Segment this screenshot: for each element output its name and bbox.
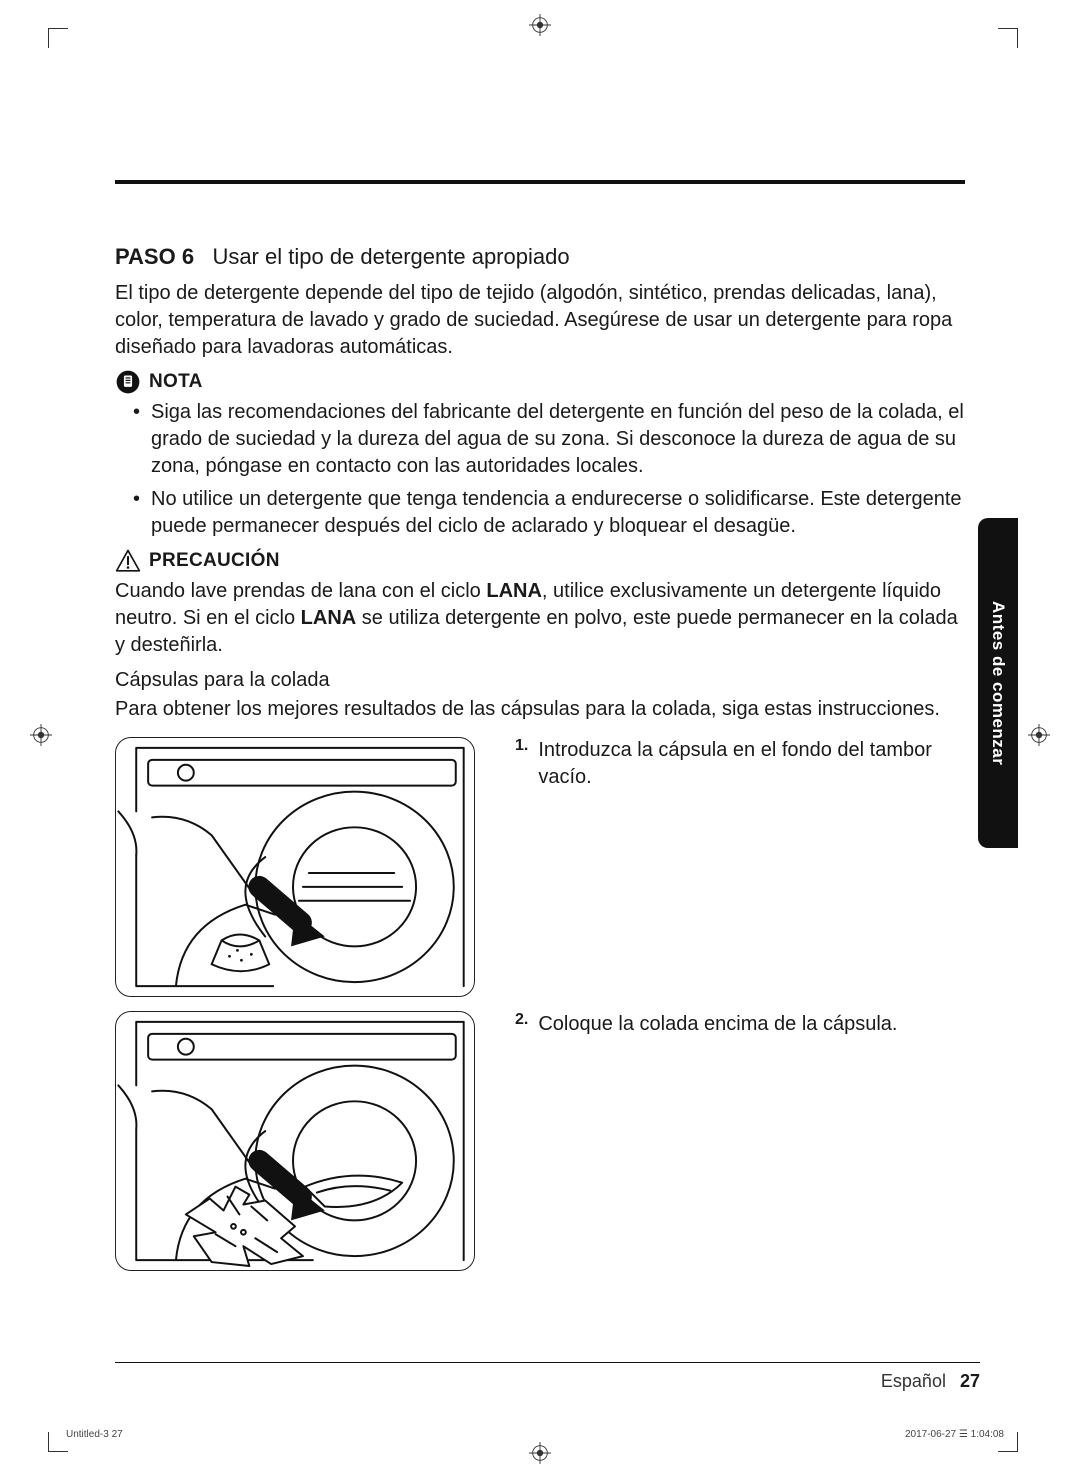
step-text: Introduzca la cápsula en el fondo del ta… [538,737,965,791]
note-list: Siga las recomendaciones del fabricante … [115,399,965,540]
caution-text: Cuando lave prendas de lana con el ciclo [115,580,486,602]
footer-page-number: 27 [960,1371,980,1392]
capsules-intro: Para obtener los mejores resultados de l… [115,696,965,723]
caution-callout: PRECAUCIÓN [115,548,965,574]
note-item: Siga las recomendaciones del fabricante … [133,399,965,480]
step-heading: PASO 6 Usar el tipo de detergente apropi… [115,244,965,270]
step-text: Coloque la colada encima de la cápsula. [538,1011,897,1038]
step-number: 2. [515,1011,528,1038]
figure-step-1: 1. Introduzca la cápsula en el fondo del… [115,737,965,997]
section-tab-label: Antes de comenzar [988,601,1008,765]
capsules-heading: Cápsulas para la colada [115,669,965,692]
page-footer: Español 27 [115,1362,980,1392]
print-slug-left: Untitled-3 27 [66,1429,123,1440]
registration-mark-icon [30,724,52,746]
illustration-capsule-into-drum [115,737,475,997]
note-item: No utilice un detergente que tenga tende… [133,486,965,540]
crop-mark-icon [48,1432,68,1452]
step-number: 1. [515,737,528,791]
caution-label: PRECAUCIÓN [149,550,280,572]
content-area: PASO 6 Usar el tipo de detergente apropi… [115,180,965,1271]
step-title: Usar el tipo de detergente apropiado [212,244,569,269]
caution-paragraph: Cuando lave prendas de lana con el ciclo… [115,578,965,659]
print-slug-right: 2017-06-27 ☰ 1:04:08 [905,1429,1004,1440]
caution-bold: LANA [486,580,542,602]
top-rule [115,180,965,184]
manual-page: Antes de comenzar PASO 6 Usar el tipo de… [0,0,1080,1476]
crop-mark-icon [998,28,1018,48]
note-label: NOTA [149,371,203,393]
caution-bold: LANA [301,607,357,629]
note-icon [115,369,141,395]
intro-paragraph: El tipo de detergente depende del tipo d… [115,280,965,361]
warning-icon [115,548,141,574]
registration-mark-icon [529,1442,551,1464]
section-tab: Antes de comenzar [978,518,1018,848]
list-item: 1. Introduzca la cápsula en el fondo del… [515,737,965,791]
figure-step-2: 2. Coloque la colada encima de la cápsul… [115,1011,965,1271]
crop-mark-icon [48,28,68,48]
step-label: PASO 6 [115,244,194,269]
footer-language: Español [881,1371,946,1392]
step-list: 2. Coloque la colada encima de la cápsul… [515,1011,897,1271]
registration-mark-icon [1028,724,1050,746]
registration-mark-icon [529,14,551,36]
illustration-laundry-over-capsule [115,1011,475,1271]
note-callout: NOTA [115,369,965,395]
list-item: 2. Coloque la colada encima de la cápsul… [515,1011,897,1038]
step-list: 1. Introduzca la cápsula en el fondo del… [515,737,965,997]
